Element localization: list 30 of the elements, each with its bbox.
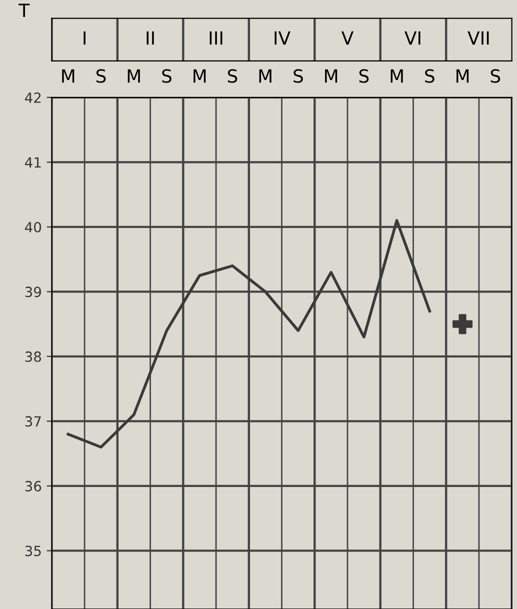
text: IV — [274, 31, 290, 45]
x-tick-label: M — [325, 69, 338, 83]
x-tick-label: S — [96, 69, 106, 83]
y-tick-label: 38 — [25, 351, 42, 362]
y-axis-title: T — [18, 4, 30, 17]
x-tick-label: S — [359, 69, 369, 83]
text: I — [84, 31, 86, 45]
x-tick-label: S — [294, 69, 303, 83]
text: VI — [404, 31, 420, 45]
x-tick-label: M — [259, 69, 272, 83]
x-tick-label: S — [228, 69, 238, 83]
y-tick-label: 39 — [25, 286, 41, 298]
y-tick-label: 37 — [25, 416, 41, 427]
x-tick-label: M — [128, 69, 140, 83]
x-tick-label: M — [62, 69, 74, 83]
text: III — [210, 31, 222, 45]
y-tick-label: 36 — [25, 480, 42, 492]
x-tick-label: S — [162, 69, 172, 83]
x-tick-label: M — [456, 69, 469, 83]
y-tick-label: 35 — [25, 546, 41, 556]
x-tick-label: S — [425, 69, 434, 83]
x-tick-label: S — [490, 69, 500, 83]
text: II — [146, 31, 154, 45]
text: V — [341, 31, 354, 45]
y-tick-label: 42 — [24, 92, 41, 103]
y-tick-label: 40 — [24, 222, 42, 232]
y-tick-label: 41 — [24, 157, 41, 168]
text: VII — [468, 31, 489, 45]
x-tick-label: M — [194, 69, 206, 83]
x-tick-label: M — [390, 69, 403, 83]
